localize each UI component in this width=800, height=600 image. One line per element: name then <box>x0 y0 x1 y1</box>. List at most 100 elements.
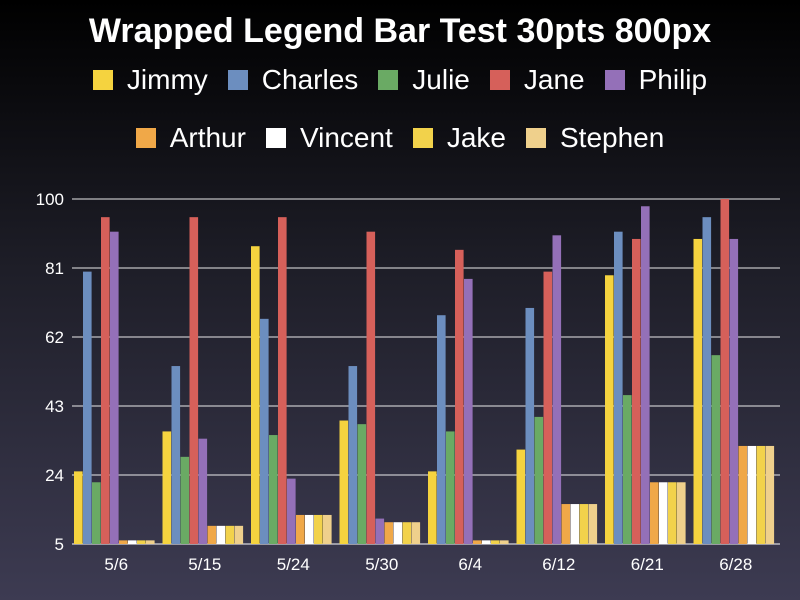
bar <box>677 482 686 544</box>
bar <box>702 217 712 544</box>
bar <box>738 445 748 544</box>
legend-label: Philip <box>638 64 708 95</box>
legend-item: Arthur <box>135 122 246 154</box>
y-tick-label: 5 <box>55 535 64 554</box>
bar <box>128 540 137 544</box>
bar <box>588 504 598 544</box>
bar <box>357 424 367 544</box>
legend-item: Jake <box>412 122 506 154</box>
bar <box>756 445 766 544</box>
bar <box>207 525 217 544</box>
bar <box>500 540 509 544</box>
bar <box>765 445 775 544</box>
bar <box>402 522 412 544</box>
x-tick-label: 5/30 <box>365 555 398 574</box>
bar <box>251 246 260 545</box>
bar <box>375 518 385 544</box>
x-tick-label: 5/6 <box>104 555 128 574</box>
legend-swatch <box>227 70 248 90</box>
bar <box>339 420 349 544</box>
bar <box>198 438 208 544</box>
bar <box>278 217 287 544</box>
bar <box>83 271 92 544</box>
bar <box>614 231 623 544</box>
legend-label: Jane <box>523 64 585 95</box>
bar <box>110 231 119 544</box>
y-tick-label: 100 <box>36 190 64 209</box>
legend-swatch <box>489 70 510 90</box>
legend-row: Jimmy Charles Julie Jane Philip <box>0 64 800 96</box>
x-tick-label: 6/12 <box>542 555 575 574</box>
bar <box>216 525 226 544</box>
bar <box>171 366 181 544</box>
bar <box>632 238 641 544</box>
bar <box>119 540 128 544</box>
bar <box>296 514 305 544</box>
bar <box>668 482 677 544</box>
bar <box>641 206 650 544</box>
legend-swatch <box>525 128 546 148</box>
bar <box>605 275 614 544</box>
legend-swatch <box>378 70 399 90</box>
bar <box>323 514 332 544</box>
bar <box>552 235 562 544</box>
bar <box>366 231 376 544</box>
legend-row: Arthur Vincent Jake Stephen <box>0 122 800 154</box>
legend-label: Stephen <box>559 122 665 153</box>
legend-item: Vincent <box>265 122 393 154</box>
bar <box>393 522 403 544</box>
bar <box>747 445 757 544</box>
legend-label: Julie <box>412 64 470 95</box>
bar <box>225 525 235 544</box>
chart-title: Wrapped Legend Bar Test 30pts 800px <box>88 12 712 50</box>
bar <box>464 278 473 544</box>
legend-label: Jimmy <box>126 64 208 95</box>
y-tick-label: 43 <box>45 397 64 416</box>
bar <box>473 540 482 544</box>
legend-item: Charles <box>227 64 359 96</box>
y-tick-label: 81 <box>45 259 64 278</box>
bar <box>720 199 730 544</box>
y-tick-label: 24 <box>45 466 64 485</box>
bar <box>455 249 464 544</box>
bar <box>314 514 323 544</box>
bar <box>348 366 358 544</box>
bar <box>92 482 101 544</box>
bar <box>491 540 500 544</box>
bar <box>428 471 437 544</box>
bar <box>516 449 526 544</box>
bar <box>269 435 278 544</box>
bar <box>162 431 172 544</box>
bar <box>623 395 632 544</box>
legend-item: Julie <box>378 64 470 96</box>
bar <box>693 238 703 544</box>
legend-label: Arthur <box>169 122 246 153</box>
bar <box>234 525 244 544</box>
bar <box>446 431 455 544</box>
bar <box>711 355 721 544</box>
bar <box>482 540 491 544</box>
bar <box>650 482 659 544</box>
bar <box>260 318 269 544</box>
bar <box>525 307 535 544</box>
legend-item: Jane <box>489 64 585 96</box>
bar <box>570 504 580 544</box>
bar <box>101 217 110 544</box>
bar <box>137 540 146 544</box>
legend-swatch <box>412 128 433 148</box>
bar <box>534 416 544 544</box>
bar <box>579 504 589 544</box>
legend-label: Charles <box>261 64 359 95</box>
bar <box>659 482 668 544</box>
legend-item: Stephen <box>525 122 665 154</box>
bar <box>74 471 83 544</box>
y-tick-label: 62 <box>45 328 64 347</box>
legend-label: Vincent <box>299 122 393 153</box>
bar <box>287 478 296 544</box>
legend-swatch <box>604 70 625 90</box>
x-tick-label: 5/15 <box>188 555 221 574</box>
legend-label: Jake <box>446 122 506 153</box>
bar <box>189 217 199 544</box>
legend-item: Jimmy <box>92 64 208 96</box>
